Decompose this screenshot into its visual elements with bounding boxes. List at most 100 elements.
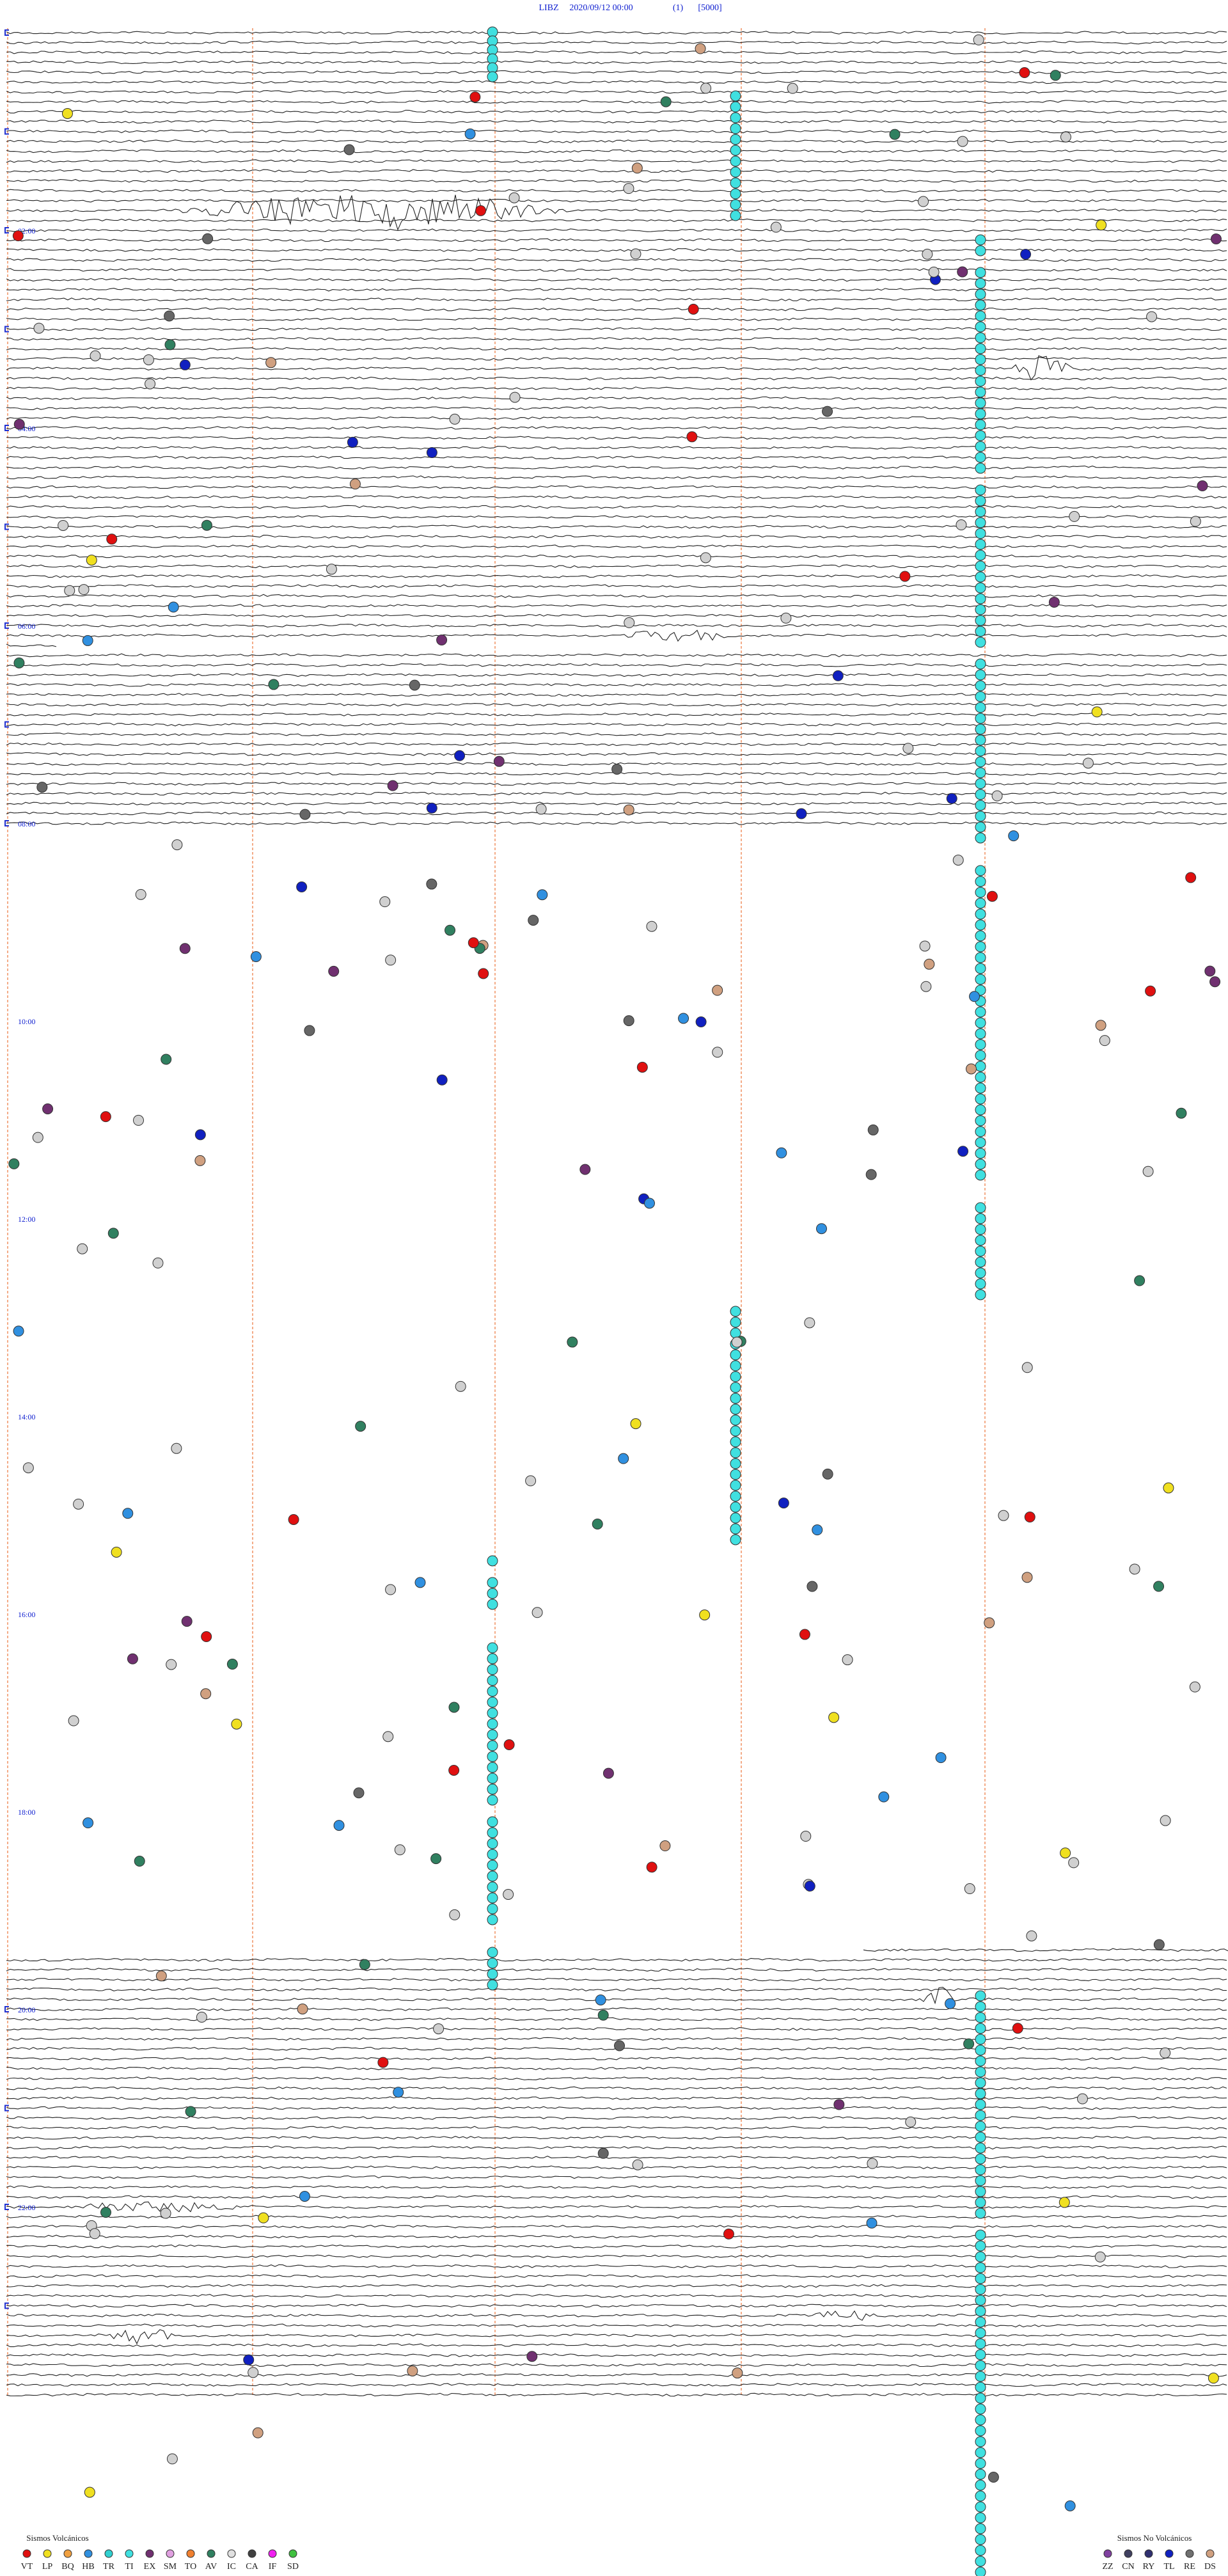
event-marker [730, 145, 741, 156]
trace [6, 178, 1227, 183]
event-marker [179, 359, 191, 370]
event-marker [730, 1436, 741, 1448]
trace [6, 327, 1227, 331]
trace [6, 2373, 1227, 2377]
event-marker [646, 921, 657, 932]
event-marker [89, 2228, 100, 2240]
event-marker [730, 1382, 741, 1393]
event-marker [1091, 706, 1103, 718]
event-marker [998, 1510, 1009, 1521]
event-marker [957, 266, 968, 278]
event-marker [975, 2208, 986, 2219]
event-marker [975, 343, 986, 354]
event-marker [902, 743, 914, 754]
event-marker [1099, 1035, 1110, 1047]
event-marker [975, 1115, 986, 1126]
event-marker [807, 1581, 818, 1592]
event-marker [487, 1957, 498, 1969]
event-marker [448, 1702, 460, 1713]
event-marker [975, 2153, 986, 2165]
event-marker [975, 669, 986, 681]
scale: [5000] [698, 3, 721, 13]
trace [6, 2185, 1227, 2189]
event-marker [688, 303, 699, 315]
event-marker [975, 713, 986, 724]
trace [6, 2027, 1227, 2031]
event-marker [975, 2392, 986, 2404]
event-marker [1160, 1815, 1171, 1826]
event-marker [426, 802, 437, 814]
trace [6, 564, 1227, 569]
event-marker [975, 484, 986, 496]
event-marker [975, 2295, 986, 2306]
event-marker [984, 1617, 995, 1629]
event-marker [918, 196, 929, 207]
event-marker [487, 1718, 498, 1730]
event-marker [975, 2055, 986, 2067]
event-marker [382, 1731, 394, 1742]
event-marker [975, 2534, 986, 2545]
trace [6, 2007, 1227, 2011]
event-marker [487, 1588, 498, 1599]
event-marker [975, 963, 986, 974]
event-marker [624, 617, 635, 628]
legend-swatch [268, 2549, 277, 2558]
event-marker [969, 991, 980, 1002]
event-marker [975, 734, 986, 746]
event-marker [78, 584, 90, 596]
event-marker [730, 188, 741, 200]
event-marker [833, 2099, 845, 2110]
legend-swatch [63, 2549, 72, 2558]
legend-code: TO [185, 2562, 196, 2572]
event-marker [111, 1546, 122, 1558]
event-marker [975, 2501, 986, 2513]
event-marker [952, 855, 964, 866]
event-marker [1024, 1512, 1035, 1523]
event-marker [945, 1998, 956, 2009]
event-marker [201, 519, 212, 531]
event-marker [68, 1715, 79, 1727]
event-marker [975, 636, 986, 648]
trace [6, 2383, 1227, 2387]
trace [6, 238, 1227, 242]
event-marker [686, 431, 698, 443]
event-marker [975, 549, 986, 561]
event-marker [1060, 1847, 1071, 1859]
event-marker [975, 1061, 986, 1072]
event-marker [804, 1317, 815, 1329]
event-marker [975, 2316, 986, 2328]
event-marker [975, 2001, 986, 2012]
trace [6, 60, 1227, 65]
event-marker [1176, 1107, 1187, 1119]
event-marker [487, 1783, 498, 1795]
event-marker [353, 1787, 365, 1799]
trace [6, 2329, 1227, 2345]
event-marker [487, 1696, 498, 1708]
event-marker [1021, 1572, 1033, 1583]
event-marker [695, 1016, 707, 1028]
datetime: 2020/09/12 00:00 [569, 3, 633, 13]
trace [6, 505, 1227, 509]
event-marker [730, 123, 741, 134]
event-marker [975, 1039, 986, 1050]
trace [6, 653, 1227, 658]
event-marker [73, 1498, 84, 1510]
event-marker [975, 1224, 986, 1235]
event-marker [975, 941, 986, 952]
event-marker [796, 808, 807, 819]
event-marker [12, 230, 24, 242]
event-marker [975, 908, 986, 920]
event-marker [700, 83, 712, 94]
trace [6, 629, 1227, 642]
event-marker [975, 2273, 986, 2284]
event-marker [243, 2354, 255, 2366]
event-marker [161, 1054, 172, 1065]
event-marker [975, 756, 986, 768]
event-marker [975, 876, 986, 887]
legend-swatch [166, 2549, 175, 2558]
event-marker [975, 560, 986, 572]
trace [6, 722, 1227, 727]
event-marker [100, 1111, 111, 1123]
event-marker [975, 517, 986, 528]
